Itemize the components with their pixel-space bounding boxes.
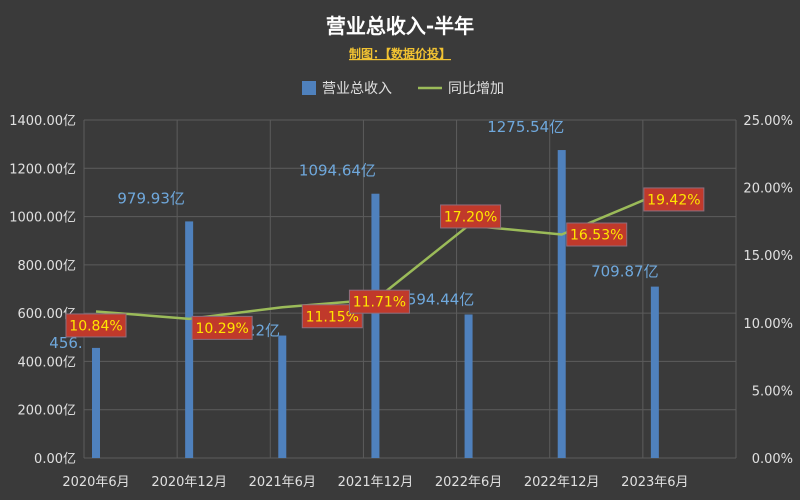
x-tick-label: 2022年12月: [524, 475, 600, 490]
legend-bar-label: 营业总收入: [322, 81, 392, 97]
y-left-tick-label: 1000.00亿: [9, 211, 76, 226]
chart-title: 营业总收入-半年: [326, 14, 474, 38]
y-left-tick-label: 0.00亿: [34, 452, 76, 467]
line-data-labels: 10.84% 10.29% 11.15%11.71% 17.20% 16.53% 19.4…: [65, 187, 705, 340]
y-left-tick-label: 1200.00亿: [9, 162, 76, 177]
bar: [557, 150, 566, 458]
bar: [92, 347, 100, 458]
legend-bar-swatch: [302, 81, 316, 95]
y-right-tick-label: 0.00%: [752, 452, 793, 467]
y-right-tick-label: 20.00%: [743, 182, 793, 197]
bar-series: [92, 150, 659, 458]
y-right-tick-label: 15.00%: [743, 249, 793, 264]
y-left-tick-label: 200.00亿: [18, 404, 77, 419]
y-left-tick-label: 1400.00亿: [9, 114, 76, 129]
bar: [278, 335, 287, 458]
gridlines: [83, 119, 737, 459]
line-data-label: 11.15%: [306, 309, 359, 325]
y-axis-left: 0.00亿 200.00亿 400.00亿 600.00亿 800.00亿 1000.00…: [9, 114, 76, 467]
line-data-label-box: [301, 304, 363, 329]
y-right-tick-label: 25.00%: [743, 114, 793, 129]
x-tick-label: 2020年12月: [151, 475, 227, 490]
bar-data-label: 1275.54亿: [487, 118, 564, 136]
bar: [371, 193, 380, 458]
bar-data-label: 456.: [49, 334, 82, 352]
legend: 营业总收入 同比增加: [302, 81, 504, 97]
line-data-label: 11.71%: [353, 295, 406, 311]
x-tick-label: 2021年6月: [249, 475, 316, 490]
x-axis: 2020年6月 2020年12月 2021年6月 2021年12月 2022年6月 202…: [62, 475, 688, 490]
x-tick-label: 2020年6月: [62, 475, 129, 490]
line-data-label: 10.84%: [69, 318, 122, 334]
line-data-label: 17.20%: [444, 209, 497, 225]
line-data-label: 16.53%: [570, 228, 623, 244]
bar-data-label: 709.87亿: [591, 263, 659, 281]
legend-line-label: 同比增加: [448, 81, 504, 97]
x-tick-label: 2023年6月: [621, 475, 688, 490]
x-tick-label: 2022年6月: [435, 475, 502, 490]
x-tick-label: 2021年12月: [338, 475, 414, 490]
line-data-label-box: [191, 315, 253, 340]
bar-data-labels: 456.979.93亿507.22亿1094.64亿594.44亿1275.54…: [49, 118, 658, 352]
bar-data-label: 979.93亿: [117, 189, 185, 207]
y-left-tick-label: 400.00亿: [18, 355, 77, 370]
y-right-tick-label: 5.00%: [752, 384, 793, 399]
y-left-tick-label: 600.00亿: [18, 307, 77, 322]
bar: [464, 314, 473, 458]
bar: [185, 221, 194, 458]
line-data-label-box: [566, 222, 628, 247]
chart-subtitle: 制图：【数据价投】: [349, 46, 451, 61]
y-axis-right: 0.00% 5.00% 10.00% 15.00% 20.00% 25.00%: [743, 114, 793, 467]
line-data-label-box: [643, 187, 705, 212]
line-data-label: 19.42%: [647, 192, 700, 208]
line-data-label-box: [348, 289, 410, 314]
bar-data-label: 1094.64亿: [299, 162, 376, 180]
bar-data-label: 594.44亿: [407, 290, 475, 308]
line-data-label-box: [65, 313, 127, 338]
y-right-tick-label: 10.00%: [743, 317, 793, 332]
line-data-label-box: [440, 204, 502, 229]
bar: [650, 286, 659, 458]
line-data-label: 10.29%: [195, 321, 248, 337]
y-left-tick-label: 800.00亿: [18, 259, 77, 274]
